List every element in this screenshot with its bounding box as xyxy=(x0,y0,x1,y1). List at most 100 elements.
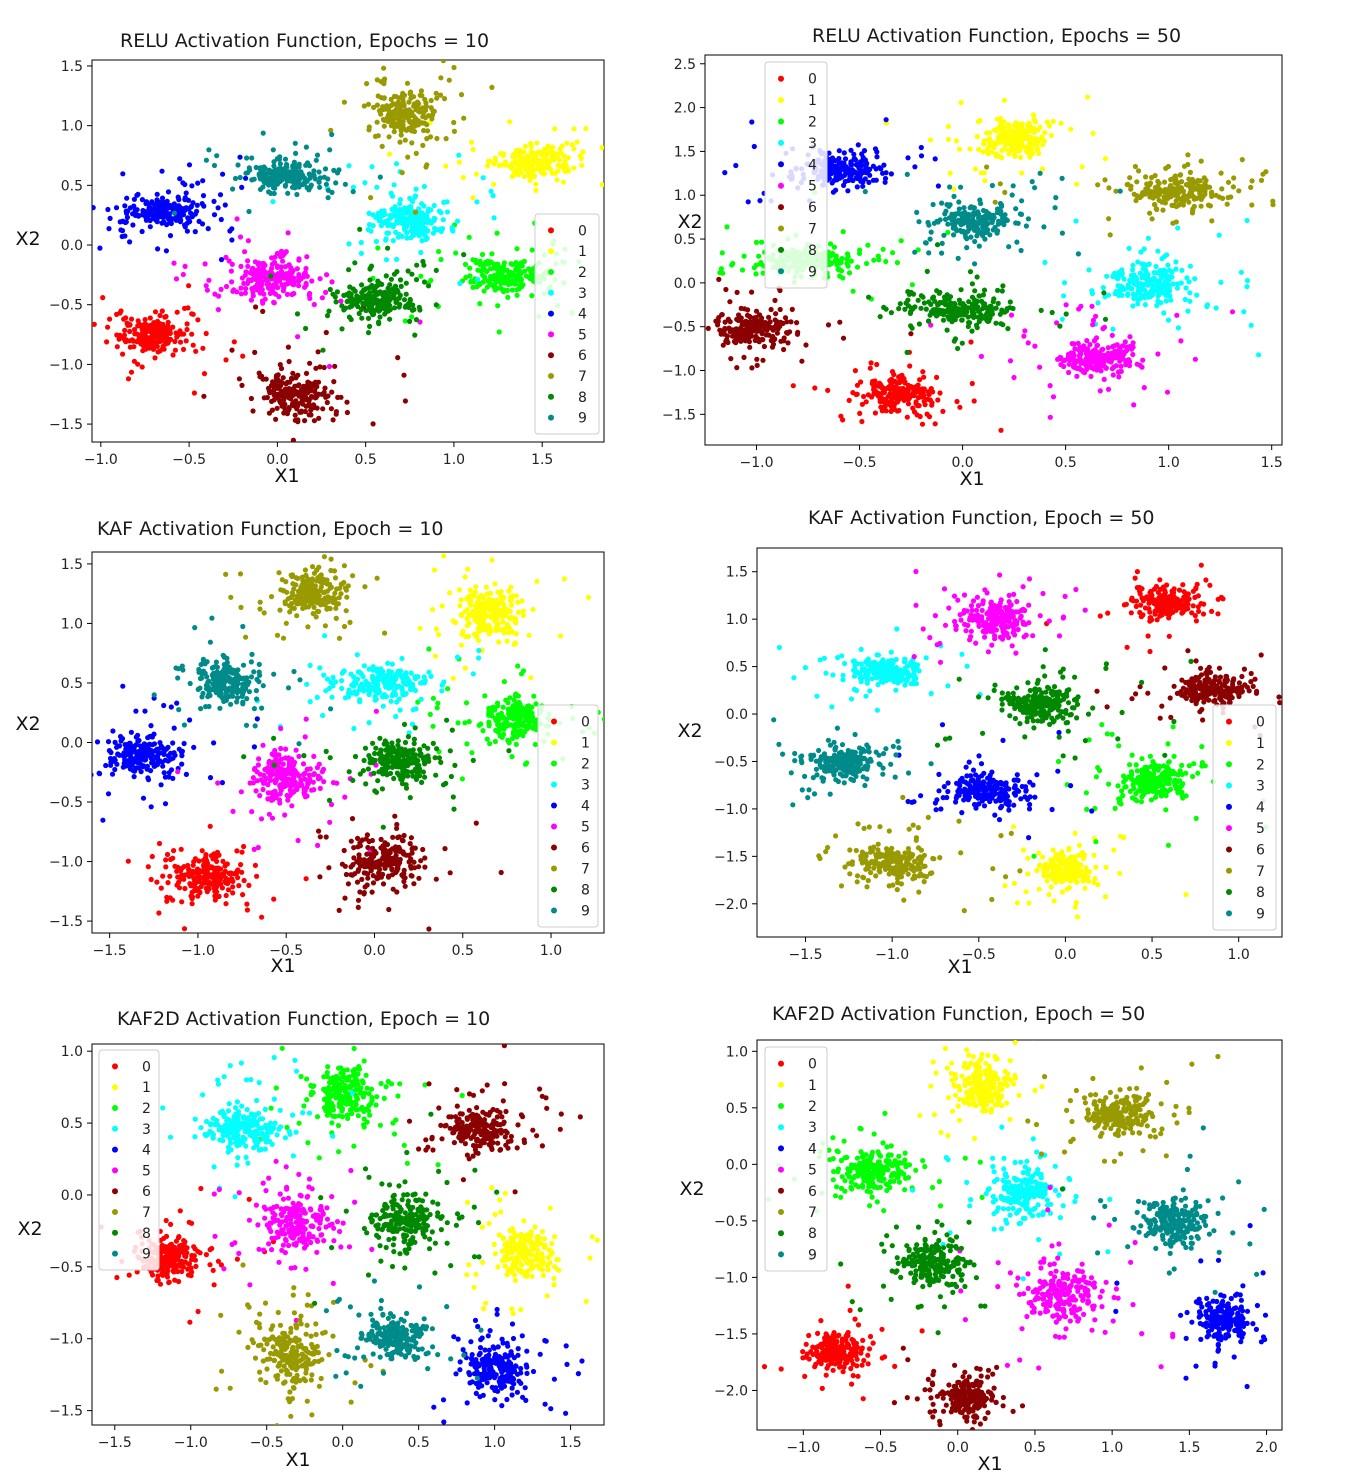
point xyxy=(825,322,832,328)
point xyxy=(867,172,873,178)
point xyxy=(1258,177,1265,183)
point xyxy=(461,115,467,121)
point xyxy=(291,290,297,297)
point xyxy=(421,279,428,285)
point xyxy=(1118,363,1124,369)
point xyxy=(246,208,252,215)
point xyxy=(152,355,158,361)
point xyxy=(451,119,457,126)
point xyxy=(473,171,480,177)
point xyxy=(412,332,418,338)
x-tick-label: −0.5 xyxy=(843,455,877,471)
point xyxy=(946,296,952,302)
point xyxy=(132,331,138,337)
point xyxy=(243,175,249,181)
point xyxy=(174,309,180,315)
point xyxy=(1114,275,1120,281)
point xyxy=(284,291,290,297)
point xyxy=(982,178,988,184)
point xyxy=(393,298,399,304)
point xyxy=(242,272,248,278)
y-tick-label: −1.0 xyxy=(49,357,83,373)
point xyxy=(492,155,498,161)
point xyxy=(327,147,333,153)
point xyxy=(305,160,311,166)
point xyxy=(311,168,317,174)
point xyxy=(999,307,1005,313)
points xyxy=(92,60,604,442)
point xyxy=(1162,291,1168,297)
point xyxy=(366,304,373,310)
point xyxy=(189,901,195,907)
point xyxy=(407,91,413,97)
point xyxy=(1112,290,1118,297)
point xyxy=(433,267,439,273)
point xyxy=(320,406,326,412)
point xyxy=(400,96,406,102)
point xyxy=(229,261,235,267)
point xyxy=(1126,245,1132,251)
point xyxy=(732,327,738,333)
point xyxy=(274,263,280,269)
point xyxy=(468,139,475,145)
point xyxy=(888,382,894,388)
point xyxy=(277,362,283,368)
point xyxy=(509,287,515,293)
point xyxy=(722,170,728,176)
point xyxy=(478,268,484,274)
point xyxy=(494,230,500,236)
point xyxy=(580,149,586,155)
point xyxy=(734,289,740,295)
point xyxy=(386,134,392,140)
point xyxy=(1109,332,1115,338)
point xyxy=(293,398,299,404)
point xyxy=(236,376,242,382)
point xyxy=(727,328,733,335)
point xyxy=(991,296,997,302)
point xyxy=(1095,182,1101,188)
point xyxy=(1027,154,1033,160)
point xyxy=(1134,193,1140,199)
point xyxy=(154,879,160,885)
point xyxy=(507,119,513,125)
point xyxy=(413,277,420,283)
point xyxy=(964,245,970,251)
point xyxy=(983,209,989,215)
point xyxy=(366,285,372,291)
point xyxy=(157,312,163,319)
point xyxy=(367,294,373,300)
point xyxy=(976,215,982,222)
point xyxy=(930,307,937,313)
point xyxy=(722,326,728,332)
point xyxy=(1135,296,1141,302)
series-0 xyxy=(92,283,246,396)
point xyxy=(239,869,245,875)
point xyxy=(413,317,419,323)
point xyxy=(231,287,237,293)
point xyxy=(1040,137,1046,143)
point xyxy=(1141,261,1147,268)
point xyxy=(1047,383,1053,389)
point xyxy=(361,294,367,301)
point xyxy=(947,170,953,176)
point xyxy=(1130,340,1136,346)
point xyxy=(380,104,386,110)
point xyxy=(1133,197,1139,204)
point xyxy=(326,308,332,314)
point xyxy=(1036,150,1042,156)
point xyxy=(491,276,497,282)
point xyxy=(370,311,376,317)
point xyxy=(514,292,520,298)
legend-marker xyxy=(778,75,784,82)
point xyxy=(260,184,266,190)
point xyxy=(1244,278,1251,284)
point xyxy=(803,342,809,348)
point xyxy=(230,186,236,192)
series-9 xyxy=(171,130,383,216)
point xyxy=(981,138,987,144)
point xyxy=(529,293,535,299)
point xyxy=(475,637,482,644)
point xyxy=(1037,170,1043,176)
point xyxy=(491,181,497,187)
point xyxy=(316,179,322,185)
